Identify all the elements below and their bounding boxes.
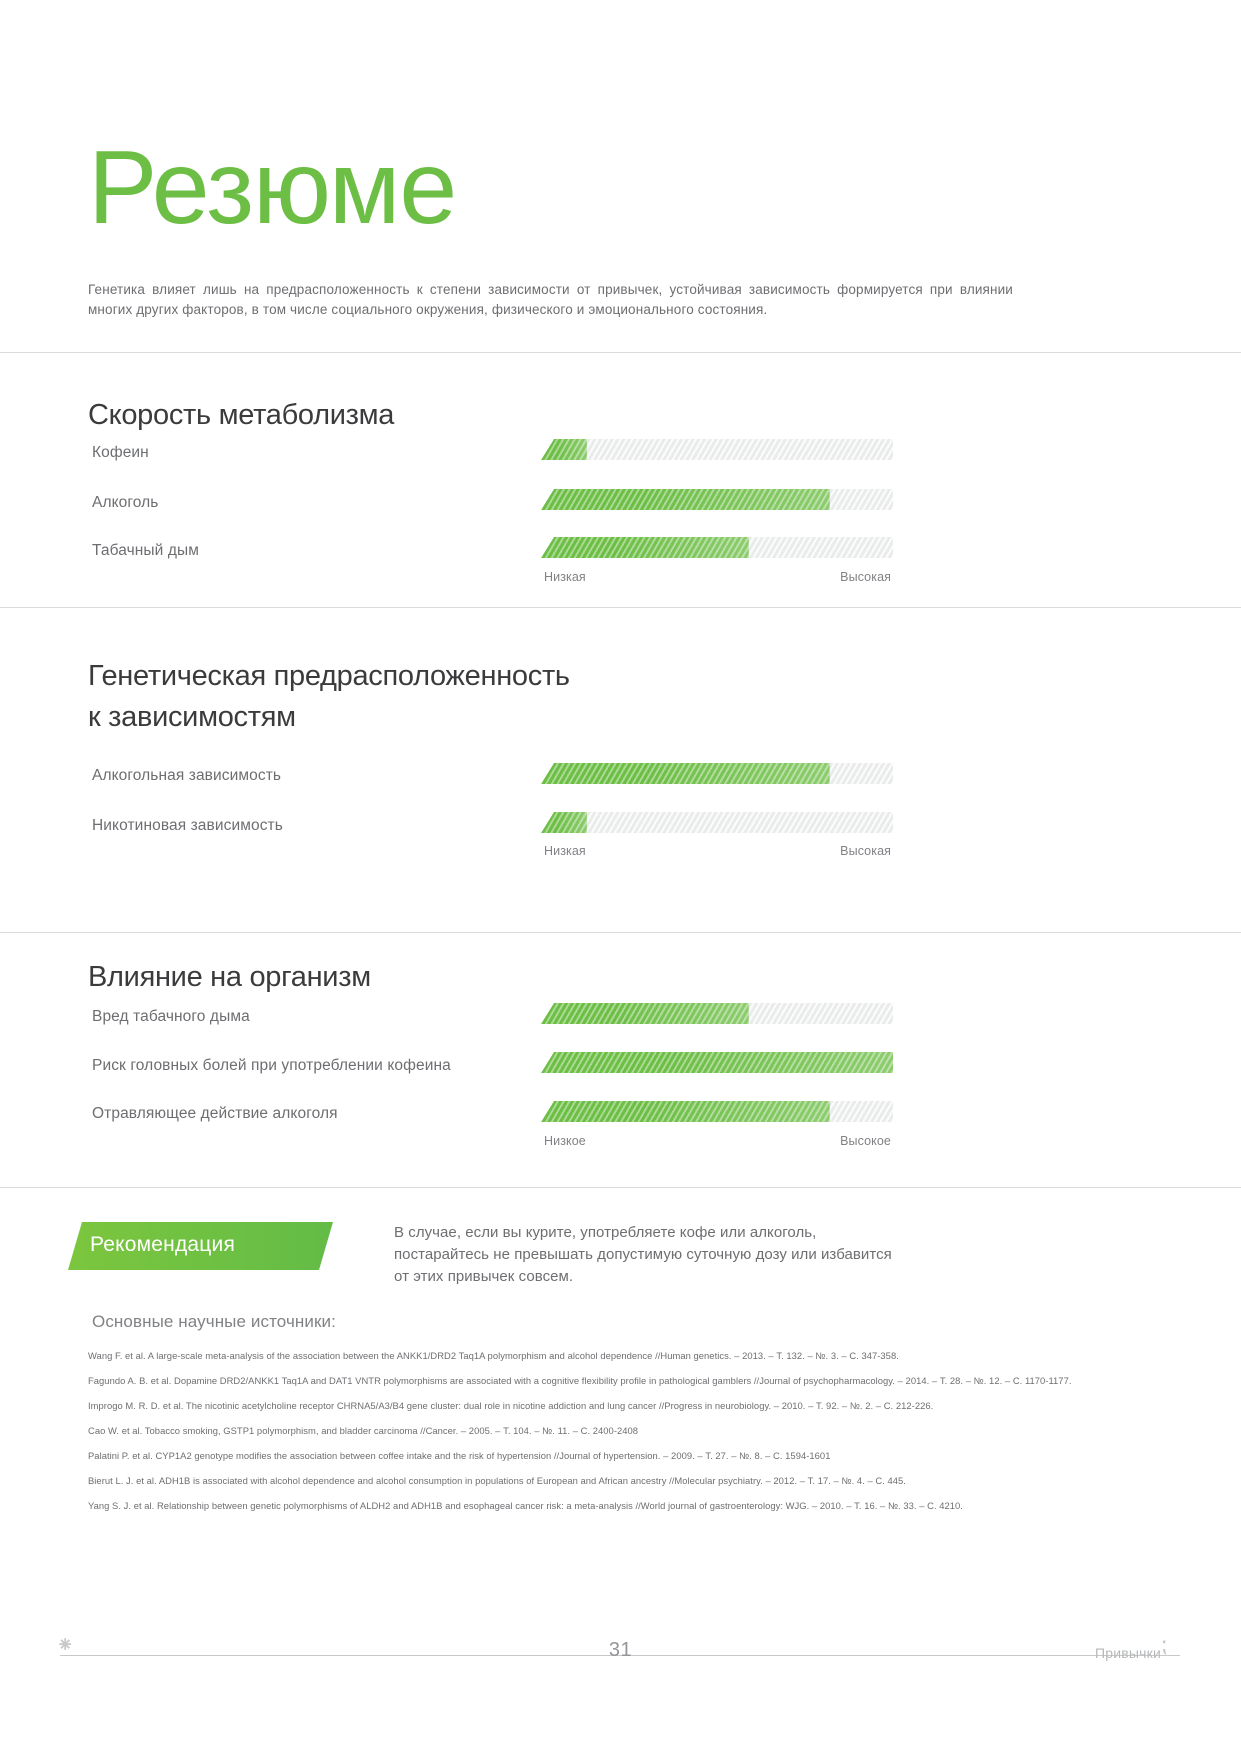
recommendation-badge-label: Рекомендация [90, 1233, 236, 1256]
bar-fill [541, 1101, 830, 1122]
bar-fill [541, 763, 830, 784]
bar-scale: Низкая Высокая [541, 844, 893, 860]
scale-high-label: Высокая [840, 844, 891, 858]
page-title-wrap: Резюме [88, 130, 457, 246]
bar-track [541, 1003, 893, 1024]
divider-4 [0, 1187, 1241, 1188]
reference-item: Yang S. J. et al. Relationship between g… [88, 1500, 963, 1511]
row-label: Алкоголь [92, 494, 159, 511]
footer-divider [60, 1655, 1180, 1656]
bar-scale: Низкое Высокое [541, 1134, 893, 1150]
bar-track [541, 1052, 893, 1073]
bar-track [541, 763, 893, 784]
row-label: Отравляющее действие алкоголя [92, 1105, 338, 1122]
footer-ornament-left-icon: ⁕ [56, 1632, 75, 1657]
reference-item: Palatini P. et al. CYP1A2 genotype modif… [88, 1450, 831, 1461]
reference-item: Wang F. et al. A large-scale meta-analys… [88, 1350, 899, 1361]
section-title: Скорость метаболизма [88, 399, 395, 431]
reference-item: Cao W. et al. Tobacco smoking, GSTP1 pol… [88, 1425, 639, 1436]
section-title: Генетическая предрасположенность к завис… [88, 660, 570, 733]
divider-3 [0, 932, 1241, 933]
bar-fill [541, 489, 830, 510]
page-title: Резюме [88, 130, 457, 246]
scale-high-label: Высокое [840, 1134, 891, 1148]
scale-low-label: Низкая [544, 844, 586, 858]
recommendation-badge: Рекомендация [68, 1222, 333, 1270]
bar-track [541, 812, 893, 833]
section-title: Влияние на организм [88, 961, 371, 993]
recommendation-text: В случае, если вы курите, употребляете к… [394, 1224, 892, 1285]
bar-fill [541, 1052, 893, 1073]
page-number: 31 [608, 1639, 633, 1661]
scale-low-label: Низкое [544, 1134, 586, 1148]
bar-fill [541, 537, 749, 558]
scale-high-label: Высокая [840, 570, 891, 584]
bar-fill [541, 812, 587, 833]
row-label: Кофеин [92, 444, 149, 461]
bar-track [541, 489, 893, 510]
reference-item: Bierut L. J. et al. ADH1B is associated … [88, 1475, 906, 1486]
reference-item: Improgo M. R. D. et al. The nicotinic ac… [88, 1400, 934, 1411]
row-label: Риск головных болей при употреблении коф… [92, 1057, 451, 1074]
footer-ornament-right-icon: ⁏ [1160, 1632, 1168, 1657]
reference-item: Fagundo A. B. et al. Dopamine DRD2/ANKK1… [88, 1375, 1072, 1386]
bar-fill [541, 439, 587, 460]
bar-track [541, 537, 893, 558]
divider-2 [0, 607, 1241, 608]
row-label: Табачный дым [92, 542, 199, 559]
bar-fill [541, 1003, 749, 1024]
bar-track [541, 1101, 893, 1122]
intro-paragraph: Генетика влияет лишь на предрасположенно… [88, 282, 1013, 317]
scale-low-label: Низкая [544, 570, 586, 584]
divider-1 [0, 352, 1241, 353]
row-label: Вред табачного дыма [92, 1008, 250, 1025]
references-title: Основные научные источники: [92, 1312, 336, 1331]
bar-scale: Низкая Высокая [541, 570, 893, 586]
footer-section-label: Привычки [1094, 1645, 1161, 1661]
row-label: Никотиновая зависимость [92, 817, 283, 834]
bar-track [541, 439, 893, 460]
row-label: Алкогольная зависимость [92, 767, 282, 784]
references-list: Wang F. et al. A large-scale meta-analys… [88, 1343, 1148, 1518]
